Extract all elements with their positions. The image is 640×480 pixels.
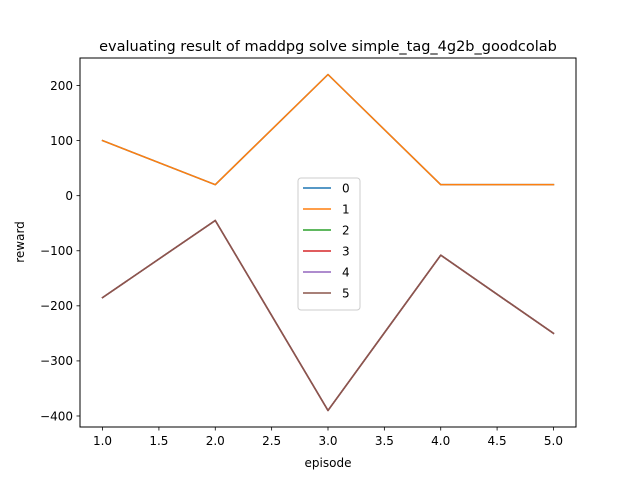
x-tick-label: 2.5 [262,434,281,448]
x-tick-label: 4.5 [488,434,507,448]
y-tick-label: 200 [50,79,73,93]
y-tick-label: 0 [65,189,73,203]
y-tick-label: −200 [40,299,73,313]
legend-label-5: 5 [342,286,350,300]
series-line-1 [101,73,555,186]
legend-box [297,177,361,311]
x-axis-label: episode [305,456,352,470]
legend: 0 1 2 3 4 5 [297,177,361,311]
y-tick-label: −300 [40,354,73,368]
series-layer [101,73,555,412]
y-axis: −400 −300 −200 −100 0 100 200 [40,79,80,423]
x-tick-label: 5.0 [544,434,563,448]
x-tick-label: 3.5 [375,434,394,448]
legend-label-2: 2 [342,223,350,237]
y-tick-label: −100 [40,244,73,258]
x-tick-label: 3.0 [318,434,337,448]
x-tick-label: 4.0 [431,434,450,448]
y-tick-label: −400 [40,409,73,423]
x-tick-label: 1.5 [149,434,168,448]
x-tick-label: 2.0 [206,434,225,448]
series-line-5 [101,219,555,412]
x-axis: 1.0 1.5 2.0 2.5 3.0 3.5 4.0 4.5 5.0 [93,427,563,448]
legend-label-3: 3 [342,244,350,258]
x-tick-label: 1.0 [93,434,112,448]
legend-label-0: 0 [342,181,350,195]
y-axis-label: reward [13,221,27,263]
y-tick-label: 100 [50,134,73,148]
legend-label-1: 1 [342,202,350,216]
legend-label-4: 4 [342,265,350,279]
chart-title: evaluating result of maddpg solve simple… [99,39,557,55]
